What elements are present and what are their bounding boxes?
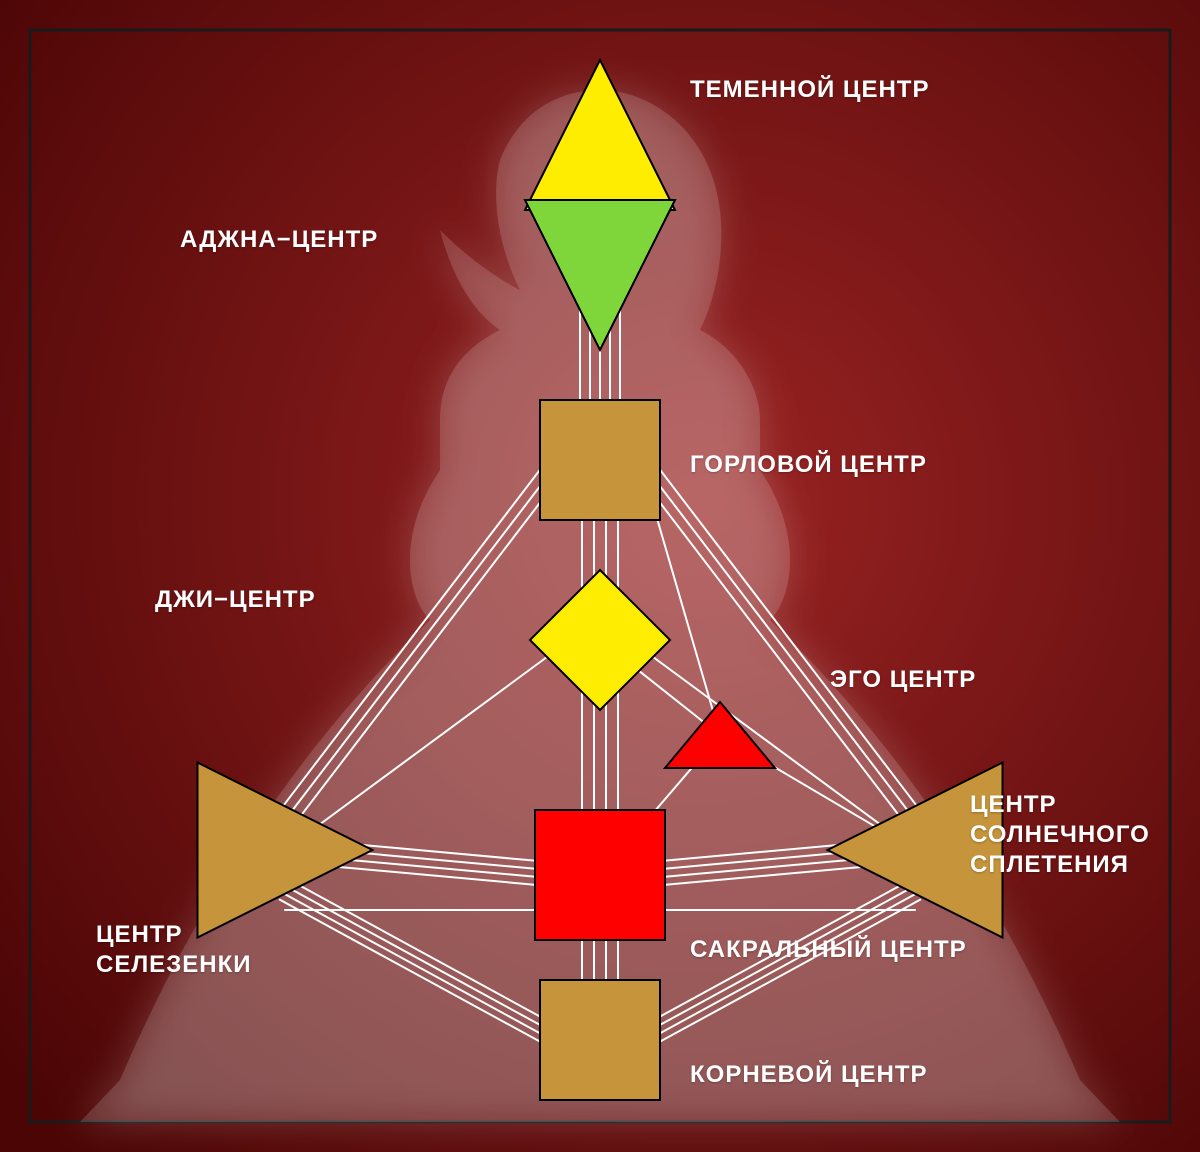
center-throat <box>540 400 660 520</box>
label-ajna: АДЖНА−ЦЕНТР <box>180 225 378 255</box>
diagram-stage: ТЕМЕННОЙ ЦЕНТР АДЖНА−ЦЕНТР ГОРЛОВОЙ ЦЕНТР Д… <box>0 0 1200 1152</box>
center-sacral <box>535 810 665 940</box>
label-g: ДЖИ−ЦЕНТР <box>155 585 316 615</box>
label-root: КОРНЕВОЙ ЦЕНТР <box>690 1060 928 1090</box>
label-sacral: САКРАЛЬНЫЙ ЦЕНТР <box>690 935 967 965</box>
label-head: ТЕМЕННОЙ ЦЕНТР <box>690 75 929 105</box>
label-solar: ЦЕНТР СОЛНЕЧНОГО СПЛЕТЕНИЯ <box>970 790 1150 880</box>
label-throat: ГОРЛОВОЙ ЦЕНТР <box>690 450 927 480</box>
label-spleen: ЦЕНТР СЕЛЕЗЕНКИ <box>96 920 251 980</box>
center-root <box>540 980 660 1100</box>
label-ego: ЭГО ЦЕНТР <box>830 665 976 695</box>
